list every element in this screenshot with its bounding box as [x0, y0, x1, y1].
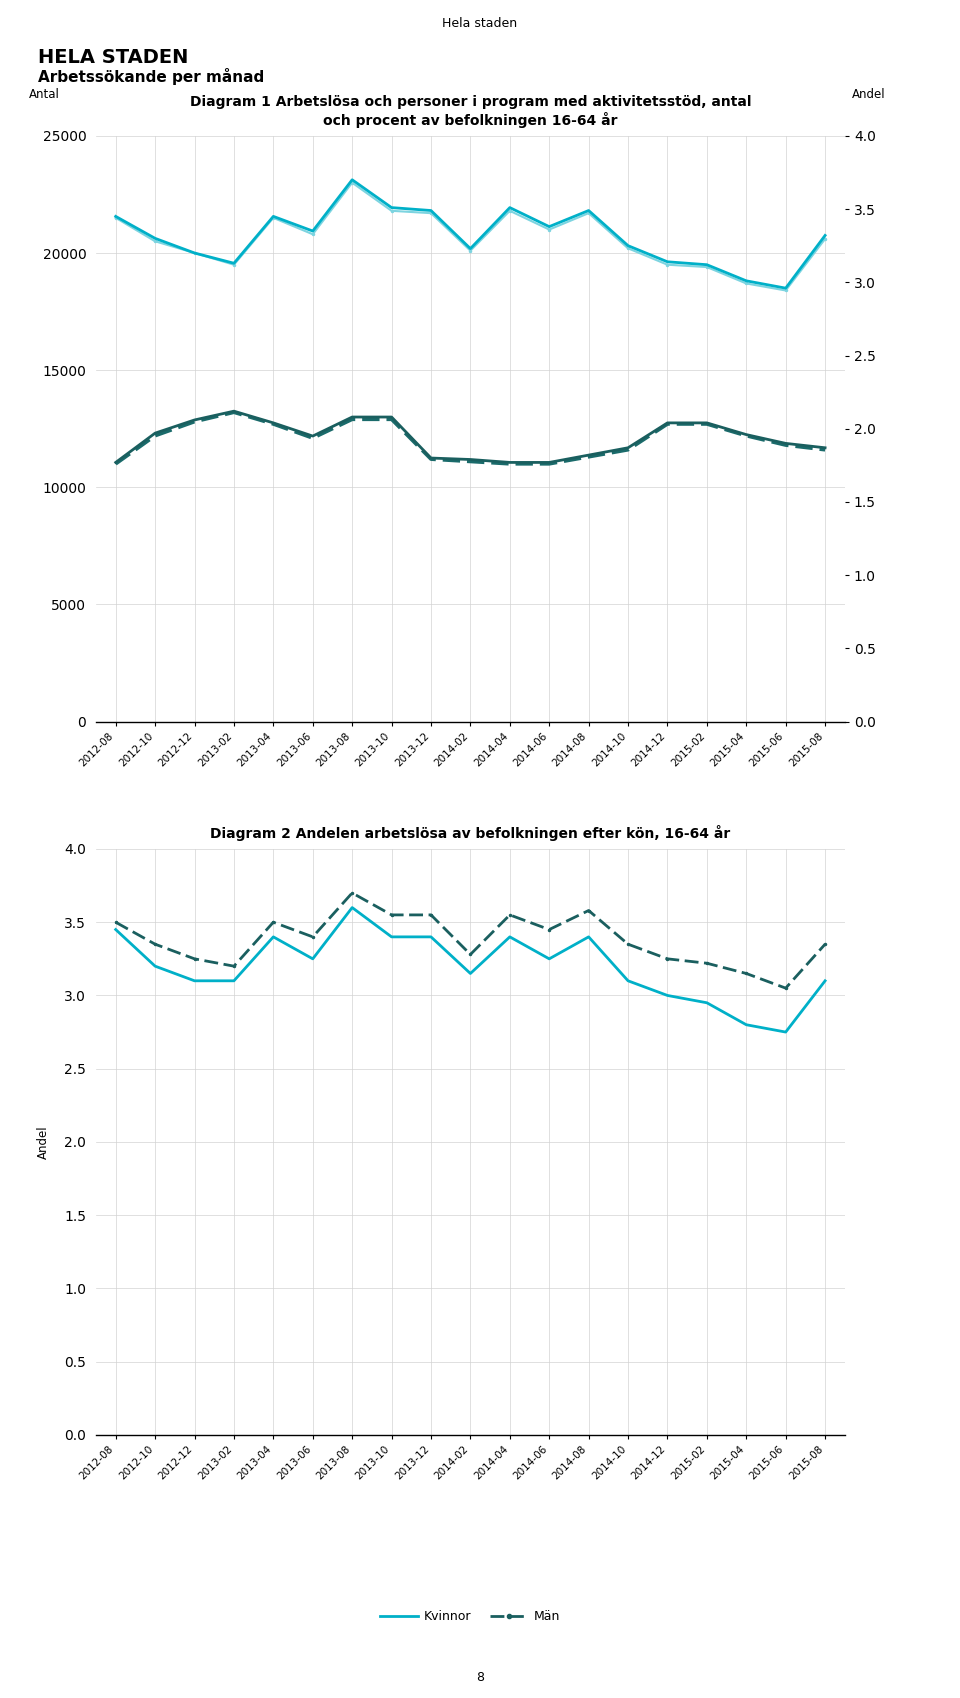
- Text: HELA STADEN: HELA STADEN: [38, 48, 189, 66]
- Legend: Kvinnor, Män: Kvinnor, Män: [375, 1605, 565, 1628]
- Title: Diagram 2 Andelen arbetslösa av befolkningen efter kön, 16-64 år: Diagram 2 Andelen arbetslösa av befolkni…: [210, 825, 731, 841]
- Text: Arbetssökande per månad: Arbetssökande per månad: [38, 68, 265, 85]
- Title: Diagram 1 Arbetslösa och personer i program med aktivitetsstöd, antal
och procen: Diagram 1 Arbetslösa och personer i prog…: [190, 95, 751, 127]
- Text: Andel: Andel: [852, 88, 886, 100]
- Text: Andel: Andel: [37, 1126, 50, 1158]
- Text: Antal: Antal: [29, 88, 60, 100]
- Text: Hela staden: Hela staden: [443, 17, 517, 31]
- Text: 8: 8: [476, 1671, 484, 1684]
- Legend: Antal arbetslösa, Antal i program med aktivitetsstöd, Andel arbetslösa (%), Ande: Antal arbetslösa, Antal i program med ak…: [195, 903, 746, 944]
